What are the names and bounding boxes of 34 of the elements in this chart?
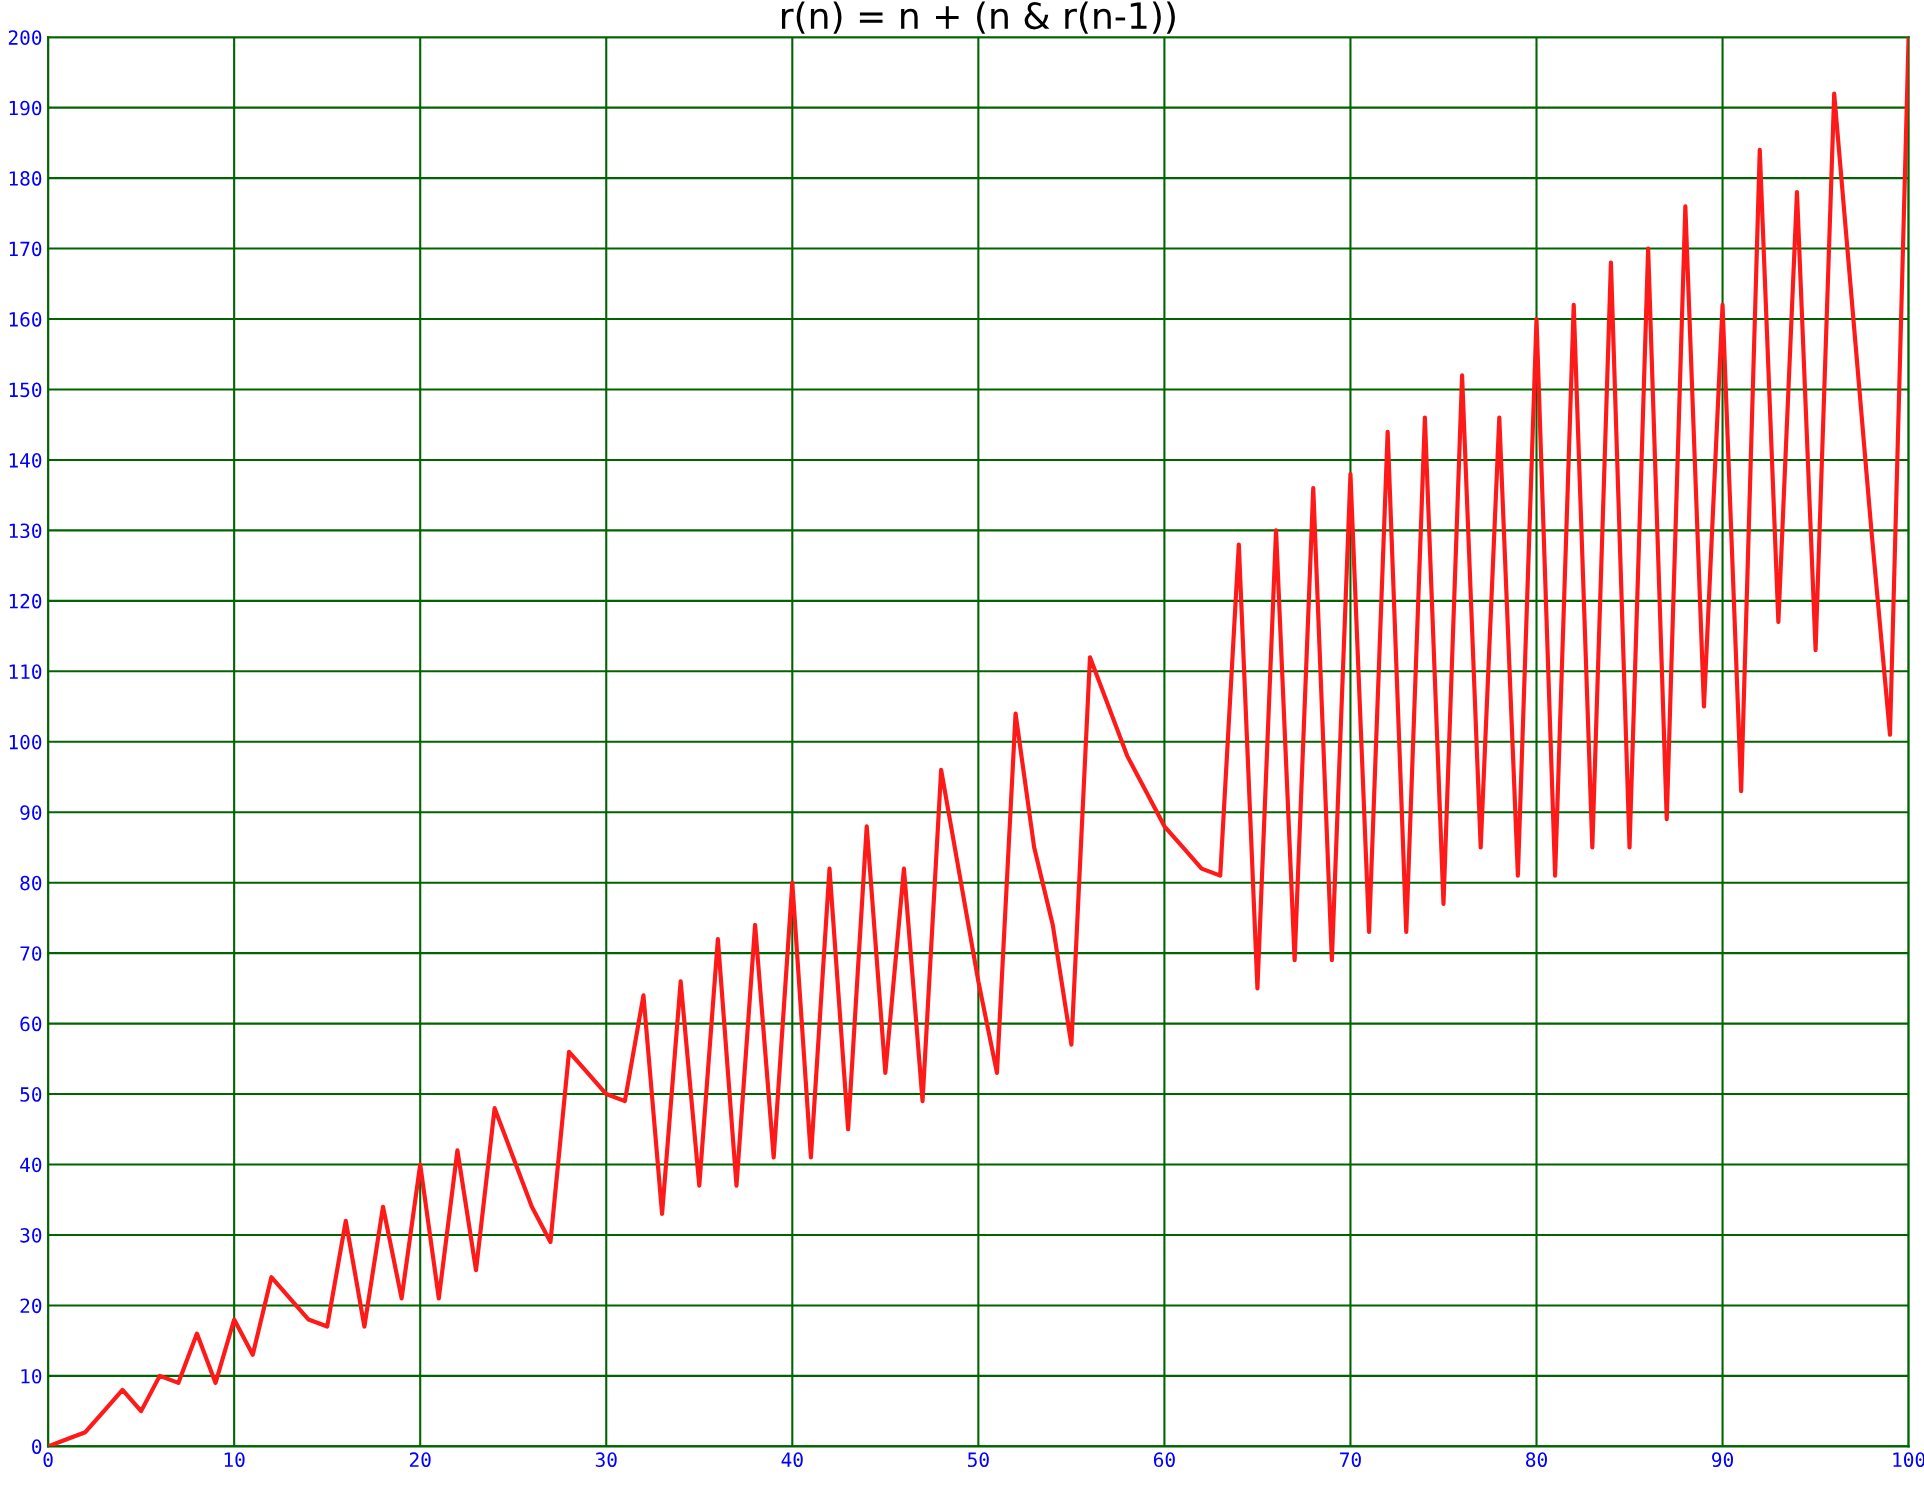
x-tick-label: 90 bbox=[1712, 1452, 1733, 1468]
y-tick-label: 120 bbox=[9, 593, 42, 609]
y-tick-label: 20 bbox=[20, 1298, 42, 1314]
y-tick-label: 130 bbox=[9, 523, 42, 539]
x-tick-label: 10 bbox=[224, 1452, 245, 1468]
x-tick-label: 20 bbox=[409, 1452, 431, 1468]
y-tick-label: 190 bbox=[9, 100, 42, 116]
x-tick-label: 80 bbox=[1526, 1452, 1547, 1468]
x-tick-label: 70 bbox=[1340, 1452, 1361, 1468]
y-tick-label: 100 bbox=[9, 734, 42, 750]
y-tick-label: 30 bbox=[20, 1227, 42, 1243]
y-tick-label: 150 bbox=[9, 382, 42, 398]
y-tick-label: 170 bbox=[9, 241, 42, 257]
x-tick-label: 50 bbox=[968, 1452, 989, 1468]
y-tick-label: 110 bbox=[9, 664, 42, 680]
x-tick-label: 0 bbox=[43, 1452, 53, 1468]
x-tick-label: 100 bbox=[1893, 1452, 1924, 1468]
x-tick-label: 30 bbox=[595, 1452, 617, 1468]
y-tick-label: 180 bbox=[9, 171, 42, 186]
y-tick-label: 140 bbox=[9, 452, 42, 468]
y-tick-label: 70 bbox=[20, 946, 42, 961]
chart-title: r(n) = n + (n & r(n-1)) bbox=[781, 1, 1175, 34]
x-tick-label: 60 bbox=[1153, 1452, 1175, 1468]
y-tick-label: 80 bbox=[20, 875, 42, 891]
y-tick-label: 160 bbox=[9, 312, 42, 327]
y-tick-label: 40 bbox=[20, 1157, 42, 1173]
y-tick-label: 200 bbox=[8, 30, 42, 45]
y-tick-label: 90 bbox=[20, 805, 42, 820]
y-tick-label: 50 bbox=[20, 1087, 42, 1102]
line-series bbox=[48, 37, 1909, 1447]
y-tick-label: 0 bbox=[32, 1439, 42, 1455]
y-tick-label: 60 bbox=[20, 1016, 42, 1032]
y-tick-label: 10 bbox=[21, 1368, 42, 1384]
x-tick-label: 40 bbox=[781, 1452, 803, 1468]
